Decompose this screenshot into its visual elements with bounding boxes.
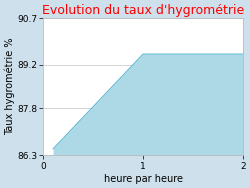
Y-axis label: Taux hygrométrie %: Taux hygrométrie % bbox=[4, 38, 15, 136]
X-axis label: heure par heure: heure par heure bbox=[104, 174, 182, 184]
Title: Evolution du taux d'hygrométrie: Evolution du taux d'hygrométrie bbox=[42, 4, 244, 17]
